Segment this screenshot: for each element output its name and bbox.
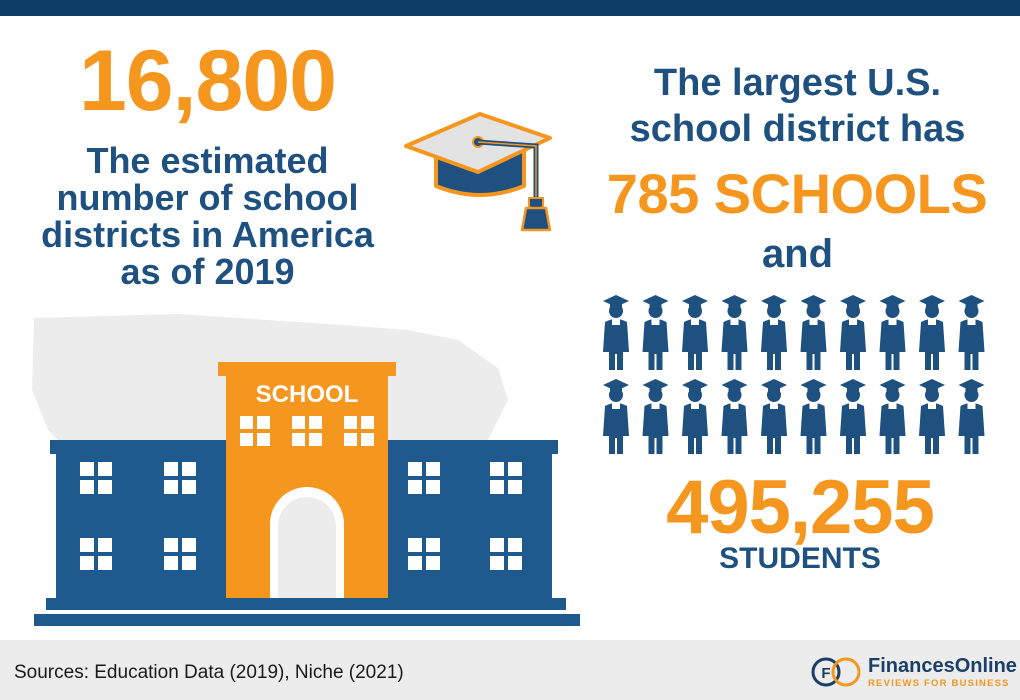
caption-line: The estimated — [86, 140, 329, 181]
graduate-icon — [879, 295, 906, 370]
graduate-icon — [721, 295, 748, 370]
brand-logo[interactable]: F FinancesOnline REVIEWS FOR BUSINESS — [808, 652, 1018, 692]
brand-tagline: REVIEWS FOR BUSINESS — [868, 678, 1010, 689]
graduate-icon — [603, 379, 629, 454]
graduate-icon — [840, 295, 866, 370]
financesonline-logo-icon: F — [811, 657, 861, 687]
graduate-icon — [840, 379, 866, 454]
graduate-icon — [958, 379, 985, 454]
connector-text: and — [761, 232, 834, 276]
graduate-icon — [721, 379, 748, 454]
graduate-icon — [919, 295, 945, 370]
graduation-cap-icon — [402, 108, 562, 236]
graduate-icon — [603, 295, 629, 370]
footer: Sources: Education Data (2019), Niche (2… — [0, 640, 1020, 700]
district-count: 16,800 — [78, 33, 337, 129]
graduates-grid — [600, 292, 1000, 467]
graduate-icon — [761, 379, 787, 454]
schools-count: 785 SCHOOLS — [606, 162, 988, 225]
caption-line: number of school — [56, 177, 359, 219]
graduate-icon — [800, 379, 827, 454]
graduate-icon — [682, 379, 708, 454]
district-caption: The estimated number of school districts… — [10, 142, 405, 290]
school-building-icon: SCHOOL — [28, 310, 588, 635]
graduate-icon — [642, 379, 669, 454]
graduate-icon — [919, 379, 945, 454]
graduate-icon — [761, 295, 787, 370]
svg-text:F: F — [821, 665, 830, 682]
graduate-icon — [800, 295, 827, 370]
largest-district-line-1: The largest U.S. — [653, 62, 942, 104]
top-bar — [0, 0, 1020, 16]
brand-name: FinancesOnline — [868, 655, 1017, 677]
graduate-icon — [642, 295, 669, 370]
graduate-icon — [682, 295, 708, 370]
caption-line: as of 2019 — [120, 251, 295, 293]
school-sign: SCHOOL — [256, 381, 359, 408]
students-label: STUDENTS — [719, 542, 881, 575]
graduate-icon — [958, 295, 985, 370]
largest-district-line-2: school district has — [629, 108, 966, 150]
caption-line: districts in America — [41, 214, 374, 256]
students-count: 495,255 — [666, 465, 935, 550]
sources-text: Sources: Education Data (2019), Niche (2… — [14, 662, 404, 683]
graduate-icon — [879, 379, 906, 454]
